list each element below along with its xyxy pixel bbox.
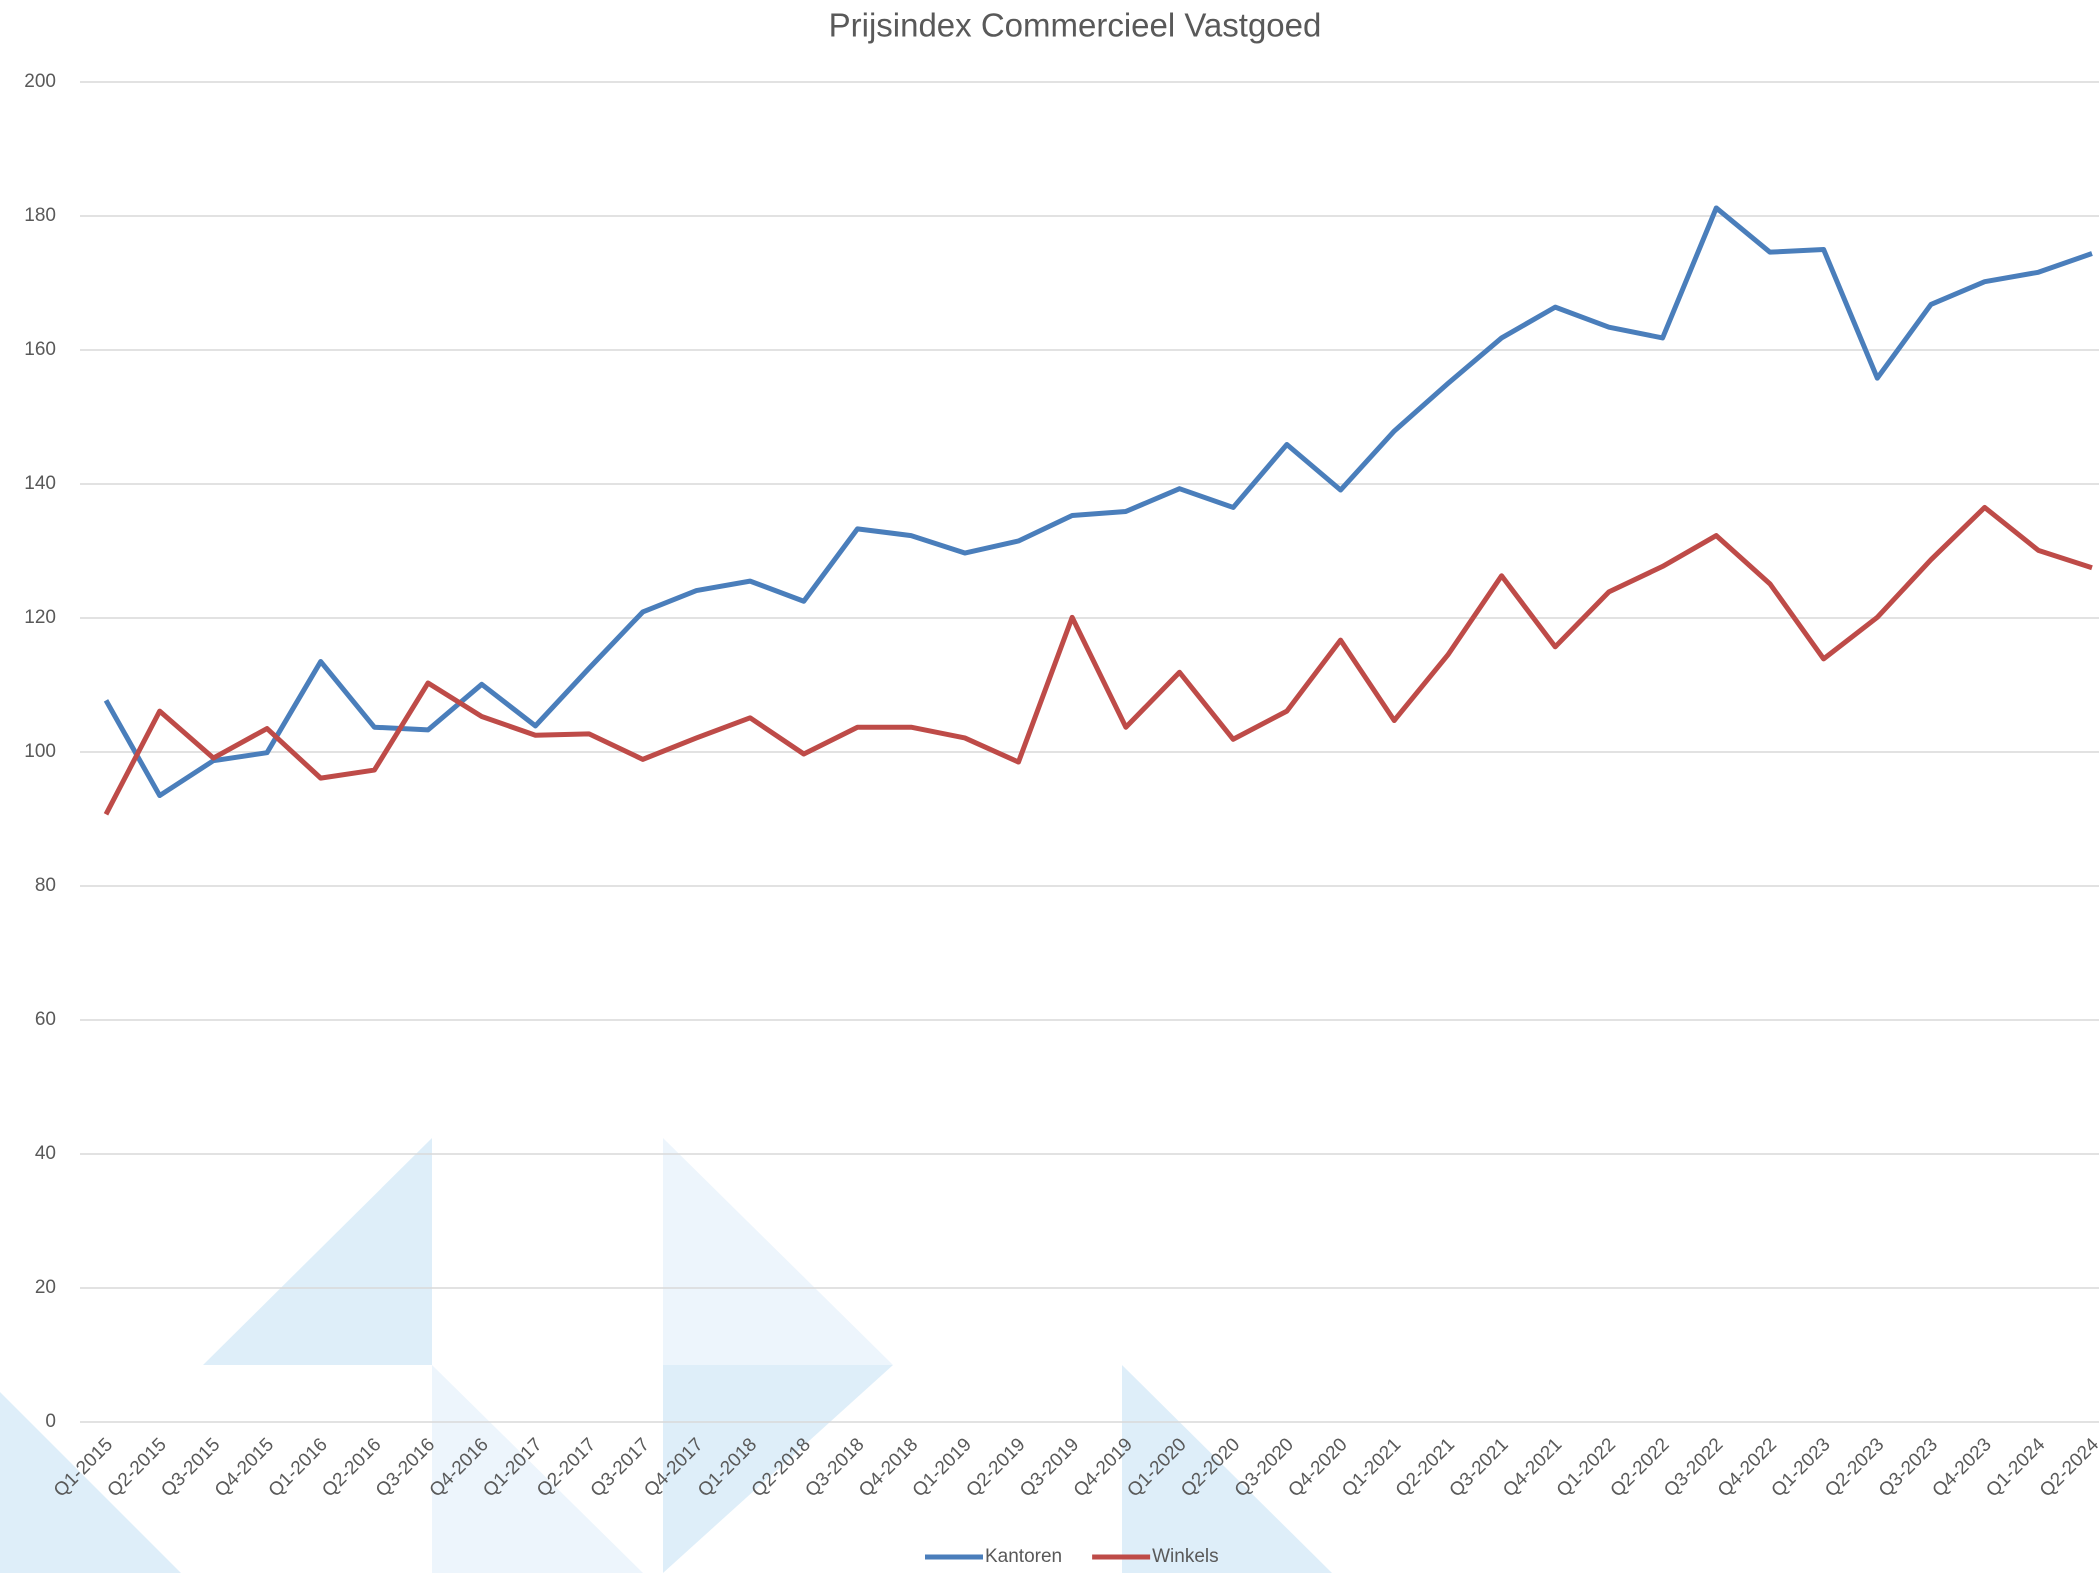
y-tick-label: 140 — [24, 473, 56, 494]
series-line — [106, 208, 2092, 796]
y-tick-label: 120 — [24, 607, 56, 628]
y-tick-label: 200 — [24, 71, 56, 92]
y-tick-label: 40 — [35, 1143, 56, 1164]
y-tick-label: 60 — [35, 1009, 56, 1030]
y-tick-label: 80 — [35, 875, 56, 896]
background-decoration — [0, 1138, 1332, 1573]
chart: Prijsindex Commercieel Vastgoed 0 20 40 60 8… — [0, 0, 2099, 1573]
series-line — [106, 507, 2092, 814]
x-tick-label: Q2-2024 — [2036, 1434, 2099, 1501]
legend-label: Kantoren — [985, 1546, 1062, 1567]
legend-label: Winkels — [1152, 1546, 1219, 1567]
y-tick-label: 100 — [24, 741, 56, 762]
y-tick-label: 160 — [24, 339, 56, 360]
y-tick-label: 20 — [35, 1277, 56, 1298]
y-tick-label: 0 — [45, 1411, 56, 1432]
y-tick-label: 180 — [24, 205, 56, 226]
chart-title: Prijsindex Commercieel Vastgoed — [829, 7, 1322, 44]
